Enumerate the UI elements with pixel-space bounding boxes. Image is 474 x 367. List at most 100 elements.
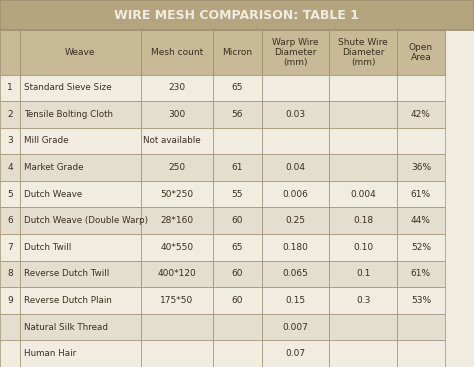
Bar (20, 287, 141, 314)
Bar (141, 181, 213, 207)
Bar (20, 128, 141, 154)
Text: 52%: 52% (411, 243, 431, 252)
Bar (329, 101, 397, 128)
Bar (397, 75, 445, 101)
Bar (329, 207, 397, 234)
Text: Market Grade: Market Grade (24, 163, 83, 172)
Bar (262, 234, 329, 261)
Bar (20, 207, 141, 234)
Text: 0.04: 0.04 (285, 163, 306, 172)
Bar (329, 314, 397, 341)
Text: Human Hair: Human Hair (24, 349, 76, 358)
Text: Dutch Weave (Double Warp): Dutch Weave (Double Warp) (24, 216, 148, 225)
Bar (0, 314, 20, 341)
Bar (262, 75, 329, 101)
Bar (213, 341, 262, 367)
Bar (0, 101, 20, 128)
Bar (397, 234, 445, 261)
Text: 0.065: 0.065 (283, 269, 309, 279)
Text: 0.18: 0.18 (353, 216, 374, 225)
Text: 53%: 53% (411, 296, 431, 305)
Bar (20, 181, 141, 207)
Text: 61%: 61% (411, 269, 431, 279)
Bar (0, 75, 20, 101)
Text: 42%: 42% (411, 110, 431, 119)
Bar (20, 75, 141, 101)
Text: 175*50: 175*50 (160, 296, 193, 305)
Bar (20, 234, 141, 261)
Bar (397, 181, 445, 207)
Text: Warp Wire
Diameter
(mm): Warp Wire Diameter (mm) (272, 37, 319, 68)
Bar (20, 154, 141, 181)
Text: Micron: Micron (222, 48, 252, 57)
Bar (213, 154, 262, 181)
Text: 61: 61 (231, 163, 243, 172)
Text: 60: 60 (231, 269, 243, 279)
Bar (20, 261, 141, 287)
Bar (397, 154, 445, 181)
Text: 2: 2 (7, 110, 13, 119)
Text: Weave: Weave (65, 48, 96, 57)
Bar (0, 287, 20, 314)
Bar (213, 234, 262, 261)
Bar (329, 234, 397, 261)
Text: WIRE MESH COMPARISON: TABLE 1: WIRE MESH COMPARISON: TABLE 1 (115, 9, 359, 22)
Text: 4: 4 (7, 163, 13, 172)
Text: 65: 65 (231, 83, 243, 92)
Text: Standard Sieve Size: Standard Sieve Size (24, 83, 111, 92)
Text: 5: 5 (7, 190, 13, 199)
Bar (213, 128, 262, 154)
Text: Not available: Not available (143, 137, 201, 145)
Text: 0.007: 0.007 (283, 323, 309, 332)
Text: Open
Area: Open Area (409, 43, 433, 62)
Bar (329, 128, 397, 154)
Text: 0.004: 0.004 (350, 190, 376, 199)
Text: 0.1: 0.1 (356, 269, 371, 279)
Text: Dutch Weave: Dutch Weave (24, 190, 82, 199)
Text: Shute Wire
Diameter
(mm): Shute Wire Diameter (mm) (338, 37, 388, 68)
Bar (213, 101, 262, 128)
Bar (213, 181, 262, 207)
Bar (0, 341, 20, 367)
Bar (20, 30, 141, 75)
Bar (213, 75, 262, 101)
Bar (397, 30, 445, 75)
Bar (141, 287, 213, 314)
Text: 300: 300 (168, 110, 185, 119)
Bar (329, 154, 397, 181)
Text: 61%: 61% (411, 190, 431, 199)
Bar (262, 128, 329, 154)
Bar (329, 261, 397, 287)
Bar (397, 128, 445, 154)
Text: 0.10: 0.10 (353, 243, 374, 252)
Bar (20, 341, 141, 367)
Bar (397, 341, 445, 367)
Text: 60: 60 (231, 216, 243, 225)
Bar (329, 181, 397, 207)
Bar (0, 30, 20, 75)
Bar (0, 181, 20, 207)
Bar (141, 101, 213, 128)
Text: 400*120: 400*120 (157, 269, 196, 279)
Text: 0.25: 0.25 (285, 216, 306, 225)
Text: 3: 3 (7, 137, 13, 145)
Text: Natural Silk Thread: Natural Silk Thread (24, 323, 108, 332)
Text: 36%: 36% (411, 163, 431, 172)
Text: 65: 65 (231, 243, 243, 252)
Text: Mesh count: Mesh count (151, 48, 203, 57)
Bar (397, 101, 445, 128)
Text: 0.180: 0.180 (283, 243, 309, 252)
Bar (262, 314, 329, 341)
Text: 1: 1 (7, 83, 13, 92)
Bar (213, 261, 262, 287)
Bar (20, 101, 141, 128)
Bar (329, 341, 397, 367)
Bar (0, 261, 20, 287)
Bar (141, 128, 213, 154)
Bar (141, 75, 213, 101)
Bar (329, 30, 397, 75)
Bar (262, 30, 329, 75)
Bar (0, 128, 20, 154)
Bar (141, 154, 213, 181)
Text: 0.3: 0.3 (356, 296, 371, 305)
